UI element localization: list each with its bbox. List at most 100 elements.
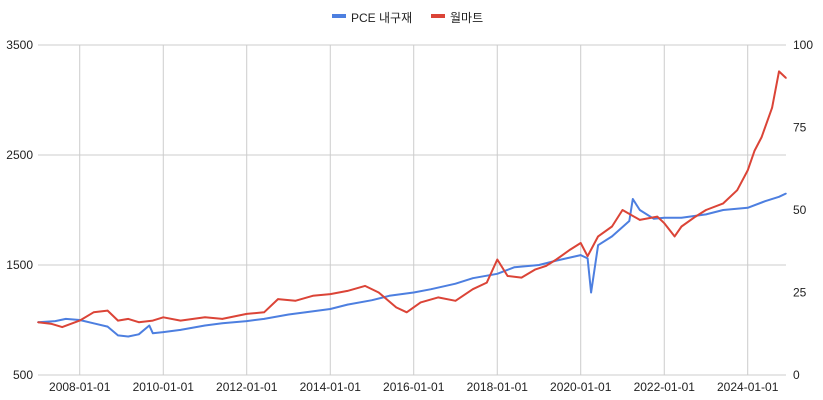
data-point [597,235,599,238]
data-point [569,248,571,251]
x-axis-tick-label: 2024-01-01 [717,380,779,394]
data-point [778,196,780,198]
data-point [78,319,81,322]
right-axis-tick-label: 100 [793,38,813,52]
data-point [204,316,206,319]
left-axis-tick-label: 500 [13,368,33,382]
data-point [364,285,366,287]
data-point [555,258,558,261]
x-axis-tick-label: 2014-01-01 [300,380,362,394]
data-point [395,306,398,309]
data-point [50,323,53,325]
data-point [680,225,683,228]
data-point [722,202,724,205]
data-point [506,275,509,277]
data-point [294,300,297,302]
x-axis-tick-label: 2010-01-01 [133,380,195,394]
data-point [245,320,248,322]
data-point [538,264,540,266]
data-point [513,266,516,269]
right-axis: 100 75 50 25 0 [793,38,813,382]
data-point [127,335,130,338]
series-line-pce-durables[interactable] [37,192,787,338]
data-point [764,200,766,202]
data-point [92,322,95,325]
data-point [106,325,109,328]
data-point [405,311,408,314]
data-point [412,291,415,294]
x-axis-tick-label: 2018-01-01 [467,380,529,394]
data-point [680,216,683,219]
data-point [753,149,756,152]
data-point [472,288,474,291]
data-point [586,255,589,257]
data-point [520,276,523,279]
data-point [663,216,666,219]
data-point [694,215,697,218]
data-point [673,235,676,238]
left-axis-tick-label: 1500 [6,258,33,272]
data-point [65,318,67,320]
data-point [437,296,439,299]
data-point [245,313,248,315]
data-point [722,209,724,211]
legend[interactable]: PCE 내구재 월마트 [332,11,483,25]
left-axis-tick-label: 3500 [6,38,33,52]
legend-label-pce: PCE 내구재 [351,11,412,25]
data-point [61,326,63,328]
data-point [419,301,422,304]
data-point [597,244,599,246]
data-point [590,291,592,294]
data-point [496,258,499,261]
left-axis-tick-label: 2500 [6,148,33,162]
data-point [162,316,165,319]
data-point [736,189,738,191]
data-point [639,219,641,221]
data-point [579,254,582,256]
gridlines [38,44,786,376]
data-point [785,192,787,195]
data-point [628,220,631,222]
data-point [162,331,165,333]
legend-label-walmart: 월마트 [450,11,483,25]
legend-swatch-walmart [431,14,445,18]
data-point [496,273,499,275]
data-point [705,213,707,216]
data-point [639,209,641,211]
data-point [621,209,624,211]
data-point [611,235,613,238]
data-point [472,277,474,280]
data-point [287,313,290,316]
data-point [746,169,749,172]
data-point [179,329,182,331]
data-point [653,218,655,220]
series-line-walmart[interactable] [37,70,787,329]
left-axis: 3500 2500 1500 500 [6,38,33,382]
x-axis-tick-label: 2016-01-01 [383,380,445,394]
data-point [263,318,265,320]
data-point [204,324,206,327]
data-point [179,319,182,322]
data-point [92,311,95,314]
data-point [329,293,332,295]
data-point [138,321,140,324]
right-axis-tick-label: 25 [793,286,807,300]
data-point [277,298,279,300]
data-point [263,311,265,314]
data-point [579,242,582,244]
data-point [54,320,57,322]
data-point [534,268,537,271]
data-point [632,198,634,200]
x-axis-tick-label: 2020-01-01 [550,380,612,394]
data-point [586,257,589,260]
series-layer [37,70,787,338]
data-point [329,308,332,310]
data-point [346,303,349,306]
data-point [454,282,457,285]
data-point [454,300,457,302]
right-axis-tick-label: 75 [793,121,807,135]
data-point [785,77,787,79]
data-point [486,281,488,284]
data-point [117,334,119,337]
data-point [152,319,154,322]
